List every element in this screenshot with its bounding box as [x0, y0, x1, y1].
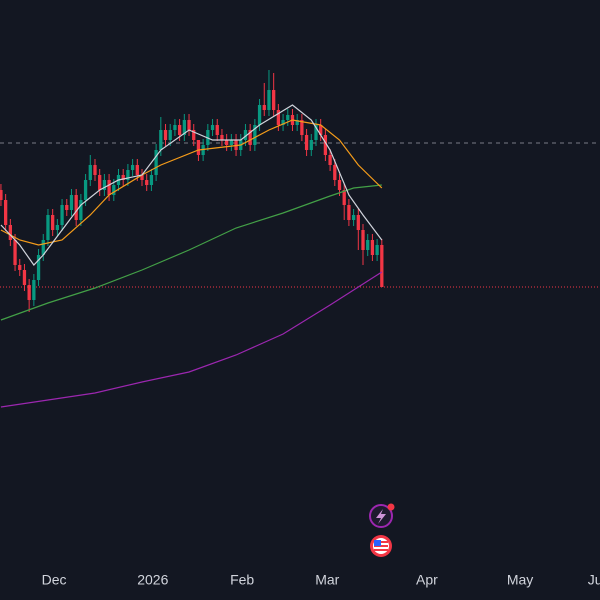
- candle-body: [215, 125, 219, 135]
- x-tick-label: May: [507, 572, 533, 588]
- candle-body: [300, 120, 304, 135]
- candle-body: [210, 125, 215, 130]
- candle-body: [351, 215, 356, 220]
- x-tick-label: Feb: [230, 572, 254, 588]
- candle-body: [356, 215, 360, 230]
- candle-body: [229, 140, 233, 145]
- candle-body: [88, 165, 92, 180]
- candle-body: [281, 120, 285, 125]
- candle-body: [65, 205, 69, 210]
- candle-body: [36, 255, 41, 280]
- candle-body: [93, 165, 97, 175]
- candle-body: [0, 190, 3, 200]
- moving-average: [0, 119, 383, 246]
- x-tick-label: Jun: [588, 572, 600, 588]
- moving-average: [0, 104, 383, 266]
- candle-body: [79, 200, 83, 220]
- candle-body: [18, 265, 22, 270]
- candle-body: [126, 170, 130, 180]
- candle-body: [149, 175, 154, 185]
- candle-body: [314, 125, 318, 140]
- candle-body: [295, 120, 299, 125]
- candle-body: [22, 270, 27, 285]
- economic-event-icon[interactable]: [370, 535, 392, 557]
- candle-body: [225, 140, 229, 145]
- candle-body: [145, 180, 149, 185]
- candle-body: [13, 240, 17, 265]
- candle-body: [361, 230, 365, 250]
- moving-average: [0, 271, 383, 408]
- candle-body: [375, 245, 379, 255]
- candle-body: [319, 125, 323, 135]
- candle-body: [74, 195, 78, 220]
- candle-body: [267, 90, 271, 110]
- candle-body: [121, 175, 125, 180]
- candle-body: [130, 165, 135, 170]
- candle-body: [192, 130, 196, 140]
- candle-body: [168, 130, 172, 140]
- candle-body: [257, 105, 262, 125]
- candle-body: [177, 125, 182, 135]
- plot-area: [0, 70, 600, 408]
- candle-body: [83, 180, 88, 200]
- candle-body: [276, 110, 281, 125]
- candle-body: [262, 105, 266, 110]
- candle-body: [333, 165, 337, 180]
- candle-body: [159, 130, 163, 150]
- candle-body: [182, 120, 186, 135]
- moving-average: [0, 184, 382, 321]
- candle-body: [272, 90, 276, 110]
- candle-body: [8, 225, 12, 240]
- candle-body: [370, 240, 375, 255]
- candle-body: [41, 240, 45, 255]
- candle-body: [309, 140, 313, 150]
- candle-body: [366, 240, 370, 250]
- candle-body: [347, 205, 351, 220]
- candle-body: [286, 115, 290, 120]
- candle-body: [112, 185, 116, 195]
- candle-body: [135, 165, 139, 175]
- candle-body: [3, 200, 8, 225]
- candle-body: [220, 135, 224, 140]
- candle-body: [102, 180, 107, 190]
- candle-body: [32, 280, 36, 300]
- candle-body: [154, 150, 158, 175]
- candle-body: [27, 285, 31, 300]
- x-tick-label: Apr: [416, 572, 438, 588]
- candle-body: [328, 155, 332, 165]
- candle-body: [55, 225, 60, 230]
- x-tick-label: 2026: [137, 572, 168, 588]
- candle-body: [342, 190, 346, 205]
- event-icon[interactable]: [369, 503, 395, 528]
- candle-body: [173, 125, 177, 130]
- x-tick-label: Mar: [315, 572, 339, 588]
- candle-body: [380, 245, 384, 287]
- x-tick-label: Dec: [42, 572, 67, 588]
- candle-body: [304, 135, 309, 150]
- candle-body: [46, 215, 50, 240]
- candle-body: [51, 215, 55, 230]
- candle-body: [196, 140, 201, 155]
- candle-body: [98, 175, 102, 190]
- candle-body: [253, 125, 257, 145]
- candle-body: [337, 180, 342, 190]
- candle-body: [243, 130, 248, 140]
- candle-body: [163, 130, 168, 140]
- candle-body: [323, 135, 328, 155]
- candle-body: [60, 205, 64, 225]
- candle-body: [140, 175, 144, 180]
- candle-body: [248, 130, 252, 145]
- candle-body: [107, 180, 111, 195]
- candle-body: [187, 120, 191, 130]
- candle-body: [69, 195, 74, 210]
